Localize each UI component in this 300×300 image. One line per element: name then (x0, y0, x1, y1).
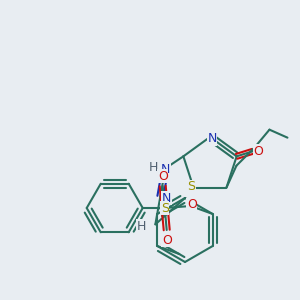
Text: H: H (137, 220, 146, 233)
Text: S: S (161, 202, 169, 214)
Text: O: O (158, 169, 168, 182)
Text: O: O (254, 145, 264, 158)
Text: N: N (207, 133, 217, 146)
Text: H: H (149, 161, 158, 174)
Text: N: N (161, 163, 170, 176)
Text: O: O (187, 199, 197, 212)
Text: N: N (162, 192, 171, 205)
Text: S: S (188, 180, 196, 193)
Text: O: O (162, 233, 172, 247)
